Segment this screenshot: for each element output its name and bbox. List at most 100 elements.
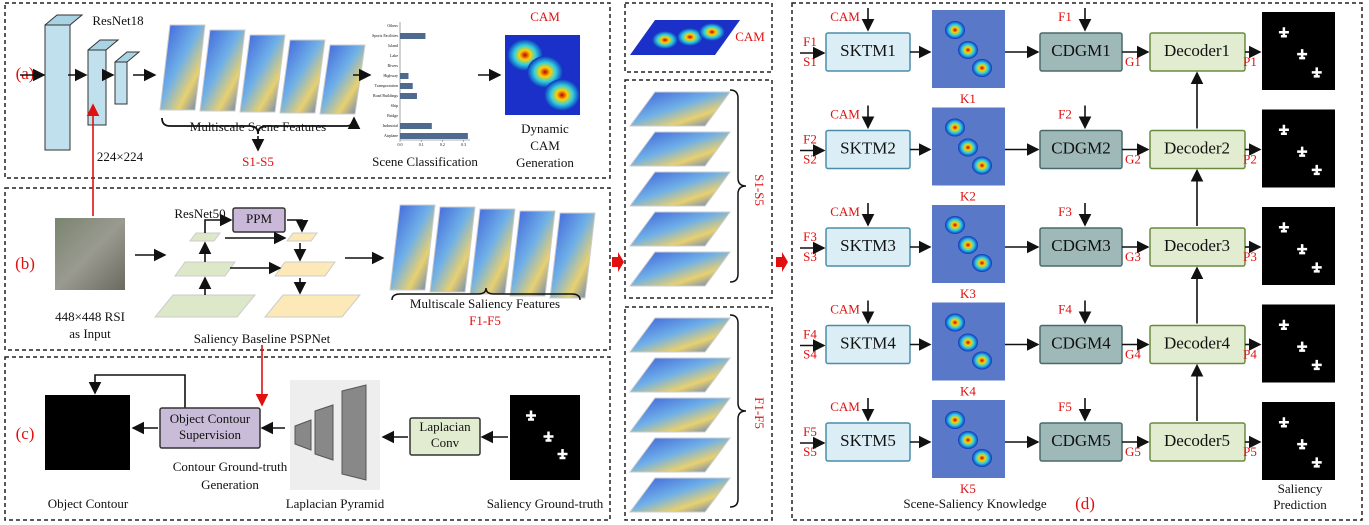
label: Decoder1 [1164, 41, 1230, 60]
y-tick-label: Transportation [375, 83, 398, 88]
contour-image [45, 395, 130, 470]
label: 448×448 RSI [55, 309, 125, 324]
y-tick-label: Sports Facilities [372, 33, 398, 38]
label: CDGM3 [1051, 236, 1111, 255]
label: Object Contour [170, 411, 251, 426]
feature-map [550, 213, 595, 298]
label: S3 [803, 249, 817, 264]
label: K2 [960, 188, 976, 203]
label: Contour Ground-truth [173, 459, 288, 474]
label: Saliency Ground-truth [487, 496, 604, 511]
label: Object Contour [48, 496, 129, 511]
cam-hotspot [699, 23, 725, 41]
label: G3 [1125, 249, 1141, 264]
label: ResNet18 [92, 13, 143, 28]
label: PPM [246, 211, 272, 226]
feature-map [630, 132, 730, 166]
label: S1 [803, 54, 817, 69]
label: (d) [1075, 494, 1095, 513]
pyramid-layer [315, 405, 333, 460]
y-tick-label: Industrial [383, 123, 399, 128]
bar [400, 123, 432, 129]
label: Multiscale Saliency Features [410, 296, 560, 311]
cam-hotspot [652, 31, 678, 49]
y-tick-label: Airplane [384, 133, 398, 138]
backbone-face [115, 62, 127, 104]
label: Decoder5 [1164, 431, 1230, 450]
hotspot [958, 431, 978, 449]
y-tick-label: Road Buildings [373, 93, 398, 98]
bar [400, 133, 468, 139]
hotspot [972, 352, 992, 370]
label: CAM [830, 301, 860, 316]
label: (b) [15, 254, 35, 273]
label: S5 [803, 444, 817, 459]
big-arrow [776, 252, 788, 272]
y-tick-label: Island [388, 43, 398, 48]
label: F2 [803, 131, 817, 146]
brace [730, 90, 746, 282]
label: F3 [1058, 204, 1072, 219]
label: SKTM4 [840, 333, 896, 352]
label: Scene-Saliency Knowledge [903, 496, 1047, 511]
x-tick-label: 0.1 [419, 142, 424, 147]
hotspot [945, 21, 965, 39]
label: K3 [960, 286, 976, 301]
x-tick-label: 0.2 [440, 142, 445, 147]
feature-map [630, 172, 730, 206]
label: S2 [803, 151, 817, 166]
label: CAM [530, 138, 560, 153]
hotspot [958, 334, 978, 352]
label: CAM [735, 29, 765, 44]
y-tick-label: Highway [383, 73, 398, 78]
label: S1-S5 [752, 174, 767, 206]
pyramid-layer [342, 385, 366, 480]
label: ResNet50 [174, 206, 225, 221]
feature-map [630, 252, 730, 286]
feature-map [390, 205, 435, 290]
label: S1-S5 [242, 154, 274, 169]
label: CAM [830, 204, 860, 219]
hotspot [972, 449, 992, 467]
cam-hotspot [544, 79, 580, 111]
label: S4 [803, 346, 817, 361]
label: Generation [201, 477, 259, 492]
feature-map [630, 478, 730, 512]
label: P3 [1243, 249, 1257, 264]
y-tick-label: Ship [391, 103, 398, 108]
label: G5 [1125, 444, 1141, 459]
feature-map [320, 45, 365, 114]
label: F3 [803, 229, 817, 244]
label: Laplacian Pyramid [286, 496, 385, 511]
input-image [55, 218, 125, 290]
hotspot [972, 59, 992, 77]
label: CDGM5 [1051, 431, 1111, 450]
pyramid-level [190, 233, 220, 241]
x-tick-label: 0.0 [398, 142, 403, 147]
label: 224×224 [97, 149, 144, 164]
label: Scene Classification [372, 154, 478, 169]
bar [400, 33, 425, 39]
label: P5 [1243, 444, 1257, 459]
label: Generation [516, 155, 574, 170]
label: CAM [530, 9, 560, 24]
pyramid-level [155, 295, 255, 317]
feature-map [630, 438, 730, 472]
pyramid-level [275, 262, 335, 276]
cam-hotspot [677, 28, 703, 46]
feature-map [160, 25, 205, 110]
pyramid-level [265, 295, 360, 317]
label: Decoder4 [1164, 333, 1231, 352]
label: K5 [960, 481, 976, 496]
label: (c) [16, 424, 35, 443]
backbone-face [45, 25, 70, 150]
label: Decoder3 [1164, 236, 1230, 255]
label: CDGM2 [1051, 138, 1111, 157]
pyramid-level [287, 233, 317, 241]
bar [400, 83, 413, 89]
label: CAM [830, 106, 860, 121]
label: Dynamic [521, 121, 569, 136]
label: Conv [431, 435, 460, 450]
prediction-image [1262, 207, 1335, 285]
hotspot [958, 41, 978, 59]
